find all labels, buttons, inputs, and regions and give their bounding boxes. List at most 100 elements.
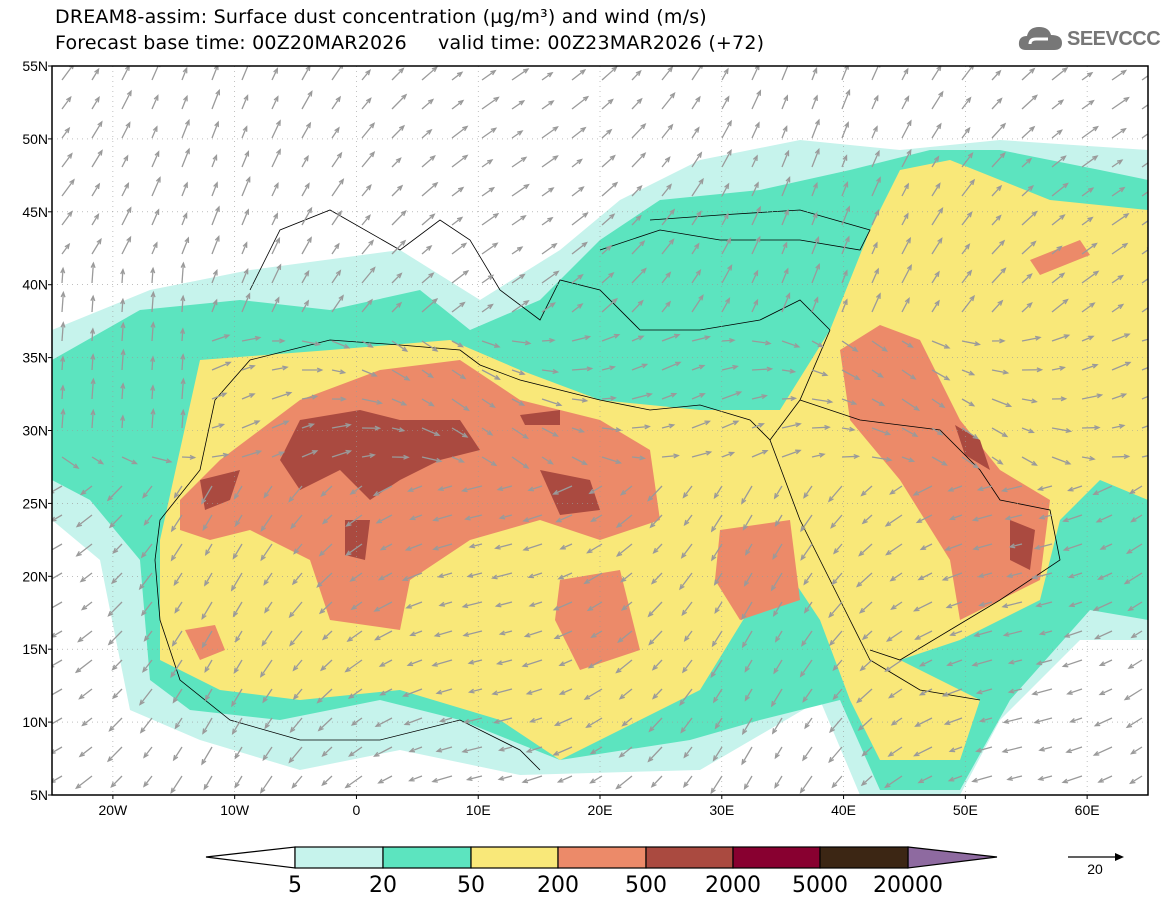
wind-arrow — [1111, 393, 1126, 400]
wind-arrow — [481, 187, 495, 197]
wind-arrow — [691, 364, 705, 371]
wind-arrow — [109, 514, 123, 528]
wind-arrow — [1036, 601, 1053, 607]
wind-arrow — [553, 485, 573, 495]
wind-arrow — [856, 688, 873, 703]
wind-arrow — [525, 630, 543, 637]
wind-arrow — [1063, 514, 1083, 522]
wind-arrow — [271, 149, 281, 168]
wind-arrow — [291, 775, 303, 788]
dust-500-2000 — [200, 470, 240, 510]
wind-arrow — [346, 543, 363, 556]
longitude-label: 20W — [98, 802, 128, 818]
wind-arrow — [601, 397, 616, 400]
wind-arrow — [121, 323, 124, 342]
wind-arrow — [75, 775, 93, 789]
wind-arrow — [139, 572, 153, 590]
latitude-labels: 55N 50N 45N 40N 35N 30N 25N 20N 15N 10N 5N — [22, 58, 52, 803]
wind-arrow — [451, 398, 469, 411]
wind-arrow — [841, 427, 855, 431]
wind-arrow — [52, 688, 63, 696]
wind-arrow — [691, 420, 710, 429]
wind-arrow — [108, 601, 123, 617]
wind-arrow — [1130, 775, 1143, 784]
wind-arrow — [1111, 275, 1124, 284]
wind-arrow — [741, 485, 753, 504]
wind-arrow — [712, 630, 723, 647]
wind-arrow — [916, 514, 933, 523]
wind-arrow — [711, 543, 723, 561]
wind-arrow — [871, 427, 890, 436]
wind-arrow — [293, 688, 303, 700]
wind-arrow — [530, 717, 543, 723]
wind-arrow — [321, 775, 333, 786]
wind-arrow — [601, 66, 617, 81]
wind-arrow — [1051, 246, 1062, 255]
wind-arrow — [541, 243, 557, 255]
wind-arrow — [931, 456, 947, 466]
wind-arrow — [289, 601, 303, 618]
wind-arrow — [233, 659, 243, 673]
wind-arrow — [811, 264, 820, 284]
wind-arrow — [901, 369, 916, 380]
wind-arrow — [691, 178, 704, 197]
wind-arrow — [80, 572, 93, 583]
wind-arrow — [173, 746, 183, 761]
wind-arrow — [1098, 775, 1113, 783]
wind-arrow — [811, 149, 820, 168]
wind-arrow — [800, 543, 813, 560]
wind-arrow — [631, 363, 647, 371]
wind-arrow — [241, 293, 251, 313]
wind-arrow — [973, 543, 993, 550]
wind-arrow — [81, 601, 93, 611]
wind-arrow — [301, 237, 312, 255]
wind-arrow — [52, 717, 63, 725]
wind-arrow — [901, 183, 909, 197]
wind-arrow — [1039, 746, 1053, 751]
wind-arrow — [421, 456, 442, 462]
longitude-label: 40E — [831, 802, 856, 818]
wind-arrow — [143, 746, 153, 758]
wind-arrow — [961, 369, 974, 376]
wind-arrow — [943, 572, 963, 581]
wind-arrow — [406, 601, 423, 609]
wind-arrow — [322, 514, 333, 524]
colorbar-segment — [557, 846, 647, 869]
wind-arrow — [91, 239, 102, 255]
wind-arrow — [931, 208, 943, 226]
wind-arrow — [91, 410, 94, 429]
wind-arrow — [235, 514, 243, 526]
longitude-labels: 20W 10W 0 10E 20E 30E 40E 50E 60E — [98, 795, 1100, 818]
wind-arrow — [931, 123, 942, 139]
wind-arrow — [914, 601, 933, 612]
wind-arrow — [915, 717, 933, 727]
wind-arrow — [151, 268, 154, 284]
dust-500-2000 — [345, 520, 370, 560]
wind-arrow — [1051, 129, 1063, 139]
dust-500-2000 — [955, 425, 990, 470]
wind-arrow — [751, 340, 771, 345]
wind-arrow — [946, 601, 963, 609]
wind-arrow — [345, 775, 363, 788]
wind-arrow — [361, 122, 375, 139]
wind-arrow — [1100, 543, 1113, 550]
wind-arrow — [121, 415, 124, 429]
wind-arrow — [721, 213, 729, 226]
wind-arrow — [91, 183, 100, 197]
wind-arrow — [264, 601, 273, 613]
wind-arrow — [140, 717, 153, 733]
wind-arrow — [320, 659, 333, 671]
wind-arrow — [920, 543, 933, 550]
dust-500-2000 — [280, 410, 480, 500]
wind-arrow — [950, 514, 963, 520]
wind-arrow — [391, 340, 408, 352]
wind-arrow — [871, 151, 880, 168]
wind-arrow — [410, 630, 423, 636]
wind-arrow — [211, 361, 231, 371]
wind-arrow — [319, 543, 333, 556]
wind-arrow — [871, 293, 881, 313]
wind-arrow — [811, 119, 820, 139]
wind-arrow — [744, 775, 753, 790]
wind-arrow — [1081, 456, 1095, 460]
wind-arrow — [972, 659, 993, 666]
